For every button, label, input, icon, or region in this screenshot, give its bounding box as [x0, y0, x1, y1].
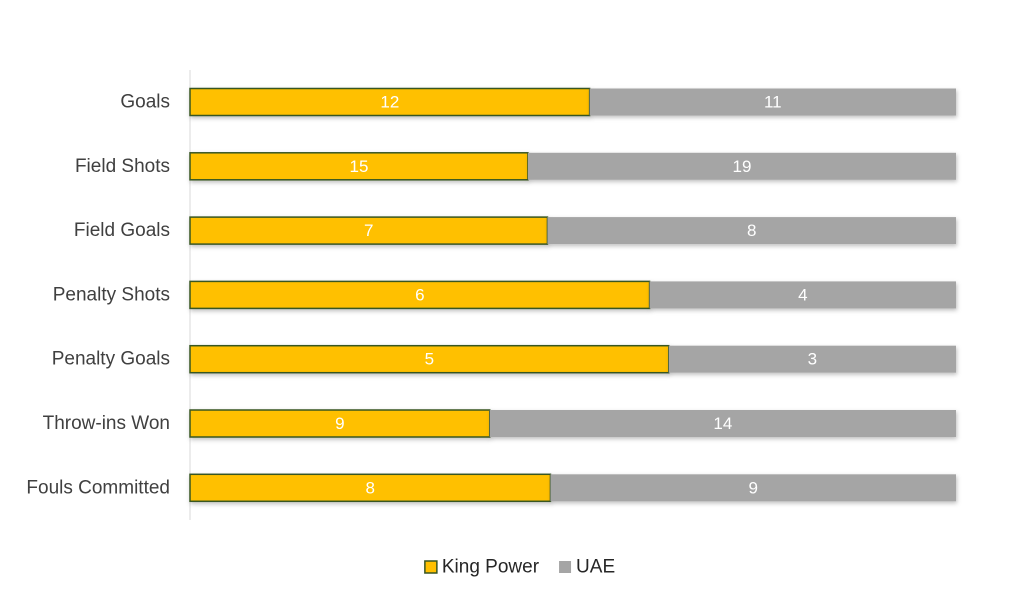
category-label-field-goals: Field Goals: [74, 220, 170, 241]
bar-king-power-field-shots: [189, 152, 529, 181]
data-label-uae-field-goals: 8: [747, 221, 756, 240]
category-label-penalty-shots: Penalty Shots: [53, 284, 170, 305]
category-label-fouls-committed: Fouls Committed: [26, 477, 170, 498]
bar-uae-throw-ins-won: [489, 410, 956, 437]
bar-uae-fouls-committed: [550, 474, 956, 502]
data-label-king-power-throw-ins-won: 9: [335, 414, 344, 433]
data-label-king-power-penalty-goals: 5: [425, 350, 434, 369]
bar-uae-field-shots: [527, 152, 956, 180]
legend-label-king-power: King Power: [442, 557, 540, 578]
data-label-uae-field-shots: 19: [733, 157, 752, 176]
data-label-king-power-field-goals: 7: [364, 221, 373, 240]
legend-label-uae: UAE: [576, 557, 615, 578]
bar-king-power-field-goals: [189, 216, 549, 245]
category-label-penalty-goals: Penalty Goals: [52, 349, 170, 370]
bar-king-power-fouls-committed: [189, 473, 552, 503]
category-label-goals: Goals: [120, 92, 170, 113]
bar-king-power-throw-ins-won: [189, 409, 491, 438]
data-labels: 12 11 15 19 7 8 6 4 5 3 9 14 8 9: [335, 93, 817, 498]
data-label-uae-fouls-committed: 9: [749, 478, 758, 497]
bar-uae-penalty-goals: [668, 345, 956, 373]
category-label-field-shots: Field Shots: [75, 156, 170, 177]
data-label-uae-goals: 11: [764, 93, 782, 112]
data-label-king-power-field-shots: 15: [350, 157, 369, 176]
data-label-king-power-penalty-shots: 6: [415, 285, 424, 304]
legend-item-uae: UAE: [559, 557, 615, 578]
data-label-king-power-goals: 12: [380, 93, 399, 112]
data-label-uae-penalty-goals: 3: [808, 350, 817, 369]
data-label-uae-throw-ins-won: 14: [713, 414, 732, 433]
legend: King Power UAE: [424, 557, 615, 578]
bar-uae-penalty-shots: [649, 281, 956, 309]
bar-uae-field-goals: [547, 217, 956, 245]
legend-swatch-king-power: [424, 560, 438, 574]
data-label-uae-penalty-shots: 4: [798, 285, 807, 304]
bar-king-power-penalty-shots: [189, 280, 651, 310]
bar-king-power-penalty-goals: [189, 344, 670, 374]
category-label-throw-ins-won: Throw-ins Won: [43, 413, 170, 434]
legend-item-king-power: King Power: [424, 557, 540, 578]
bars-layer: [189, 87, 956, 503]
category-labels: Goals Field Shots Field Goals Penalty Shots…: [26, 92, 170, 499]
legend-swatch-uae: [559, 561, 572, 573]
bar-uae-goals: [589, 88, 956, 116]
data-label-king-power-fouls-committed: 8: [366, 478, 375, 497]
